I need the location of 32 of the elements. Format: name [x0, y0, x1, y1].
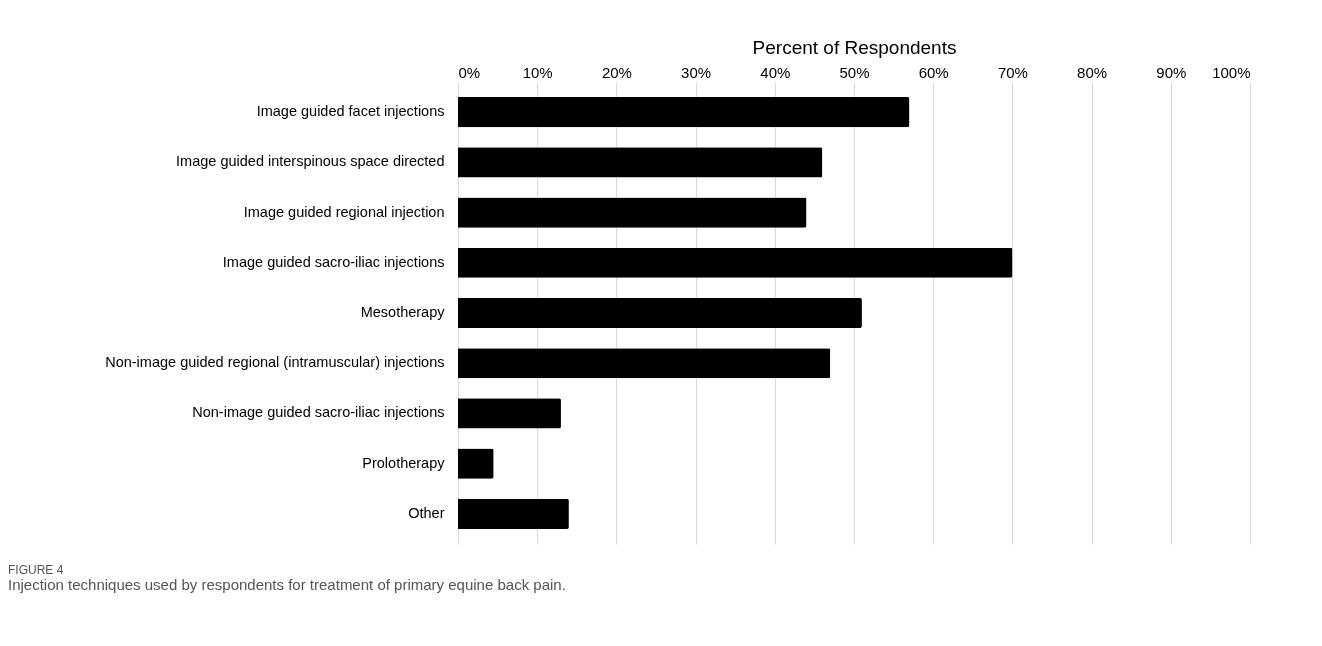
- caption: FIGURE 4: [8, 562, 64, 577]
- x-axis-title: Percent of Respondents: [752, 36, 957, 58]
- x-tick-label: 50%: [839, 63, 870, 81]
- bar: [458, 197, 807, 228]
- x-tick-label: 30%: [681, 63, 712, 81]
- bar: [458, 398, 561, 429]
- y-tick-label: Mesotherapy: [360, 304, 446, 320]
- x-tick-label: 90%: [1156, 63, 1187, 81]
- y-tick-label: Other: [408, 504, 445, 521]
- x-tick-label: 70%: [997, 63, 1028, 81]
- bar: [458, 348, 831, 379]
- bar: [458, 498, 569, 529]
- bar: [458, 297, 862, 329]
- x-tick-label: 20%: [601, 63, 632, 81]
- x-tick-label: 40%: [760, 63, 791, 81]
- bar: [458, 97, 910, 128]
- y-tick-label: Image guided sacro-iliac injections: [222, 253, 445, 270]
- x-tick-label: 60%: [918, 63, 949, 81]
- x-tick-label: 10%: [522, 63, 553, 81]
- bar: [458, 247, 1013, 278]
- y-tick-label: Image guided regional injection: [243, 203, 445, 220]
- y-tick-label: Image guided facet injections: [256, 103, 445, 120]
- bar: [458, 147, 823, 178]
- y-tick-label: Non-image guided sacro-iliac injections: [192, 404, 445, 421]
- bar: [458, 448, 494, 479]
- y-tick-label: Non-image guided regional (intramuscular) injections: [105, 354, 445, 371]
- x-tick-label: 0%: [458, 63, 481, 81]
- x-tick-label: 100%: [1212, 63, 1251, 81]
- text: Injection techniques used by respondents for treatment of primary equine back pain.: [8, 575, 566, 593]
- y-tick-label: Image guided interspinous space directed: [176, 153, 445, 170]
- x-tick-label: 80%: [1077, 63, 1108, 81]
- y-tick-label: Prolotherapy: [362, 454, 446, 471]
